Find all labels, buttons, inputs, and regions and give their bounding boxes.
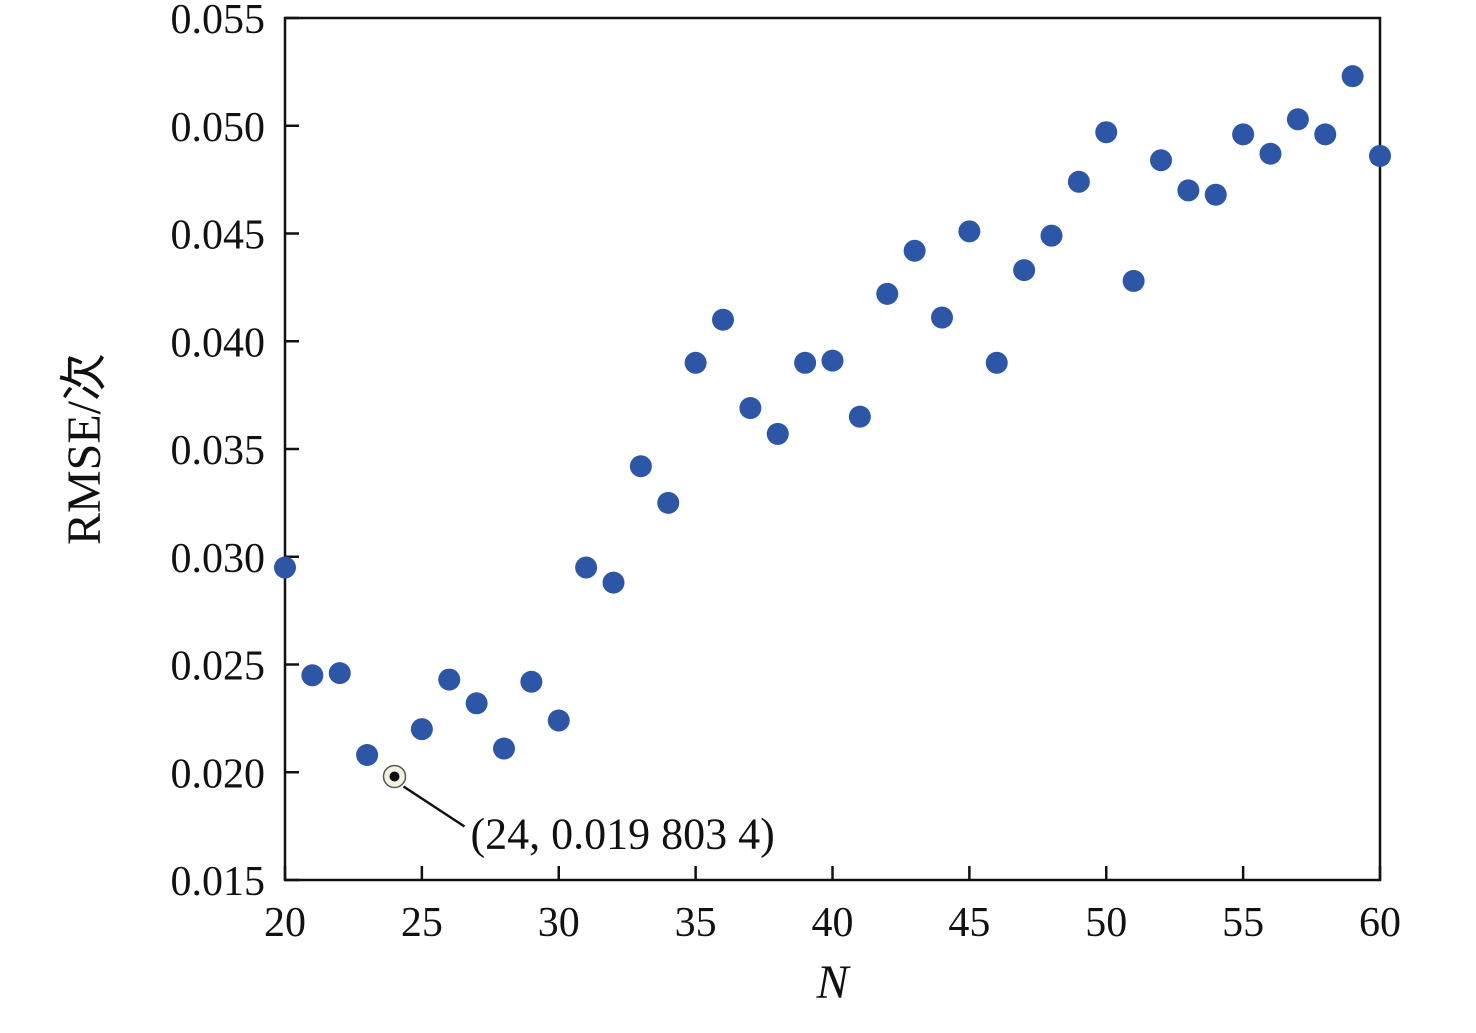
x-tick-label: 55 xyxy=(1222,900,1264,946)
data-point xyxy=(1122,269,1145,292)
data-point xyxy=(629,455,652,478)
y-tick-label: 0.035 xyxy=(171,428,266,474)
plot-frame xyxy=(283,16,1382,882)
data-point xyxy=(1314,123,1337,146)
data-point xyxy=(1341,65,1364,88)
data-point xyxy=(1040,224,1063,247)
data-point xyxy=(1259,142,1282,165)
data-point xyxy=(465,692,488,715)
x-tick-label: 45 xyxy=(948,900,990,946)
data-point xyxy=(493,737,515,760)
data-point xyxy=(438,668,461,691)
data-point xyxy=(1013,259,1036,282)
x-tick-label: 60 xyxy=(1359,900,1401,946)
data-point xyxy=(794,351,817,374)
data-point xyxy=(547,709,570,732)
x-tick-label: 30 xyxy=(538,900,580,946)
x-tick-label: 20 xyxy=(264,900,306,946)
y-tick-label: 0.050 xyxy=(171,105,266,151)
data-point xyxy=(958,220,981,243)
data-point xyxy=(328,662,351,685)
data-point xyxy=(602,571,625,594)
data-point xyxy=(1204,183,1227,206)
y-tick-label: 0.055 xyxy=(171,0,266,43)
data-point xyxy=(356,744,379,767)
data-point xyxy=(903,239,926,262)
data-point xyxy=(274,556,296,579)
x-axis-label: N xyxy=(815,956,851,1009)
data-point xyxy=(301,664,324,687)
data-point xyxy=(1150,149,1172,172)
data-point xyxy=(1232,123,1255,146)
data-point xyxy=(1369,144,1391,167)
annotation-leader-line xyxy=(402,785,466,828)
data-point xyxy=(657,491,680,514)
data-point xyxy=(1067,170,1090,193)
x-tick-label: 50 xyxy=(1085,900,1127,946)
data-point xyxy=(520,670,543,693)
y-axis-label: RMSE/次 xyxy=(58,353,111,545)
x-tick-label: 35 xyxy=(675,900,717,946)
data-point xyxy=(1095,121,1118,144)
data-point xyxy=(876,282,899,305)
y-tick-label: 0.030 xyxy=(171,536,266,582)
annotated-point xyxy=(389,771,400,782)
data-point xyxy=(766,422,789,445)
y-tick-label: 0.020 xyxy=(171,751,266,797)
data-point xyxy=(821,349,844,372)
y-tick-label: 0.045 xyxy=(171,213,266,259)
data-point xyxy=(1177,179,1200,202)
data-point xyxy=(931,306,953,329)
y-tick-label: 0.040 xyxy=(171,320,266,366)
data-point xyxy=(985,351,1008,374)
y-tick-label: 0.025 xyxy=(171,644,266,690)
y-tick-label: 0.015 xyxy=(171,859,266,905)
data-point xyxy=(848,405,871,428)
data-point xyxy=(712,308,734,331)
data-point xyxy=(684,351,707,374)
data-point xyxy=(575,556,598,579)
annotation-label: (24, 0.019 803 4) xyxy=(471,809,775,858)
data-point xyxy=(1286,108,1309,131)
x-tick-label: 40 xyxy=(812,900,854,946)
data-point xyxy=(410,718,433,741)
x-tick-label: 25 xyxy=(401,900,443,946)
data-point xyxy=(739,397,762,420)
